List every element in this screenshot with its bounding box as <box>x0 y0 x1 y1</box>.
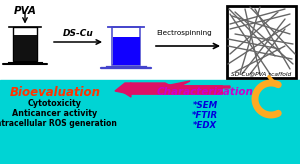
Text: Cytotoxicity: Cytotoxicity <box>28 100 82 109</box>
Bar <box>112 37 140 64</box>
Text: DS-Cu: DS-Cu <box>63 29 93 38</box>
FancyArrowPatch shape <box>120 83 222 97</box>
Polygon shape <box>115 81 230 93</box>
Text: PVA: PVA <box>14 6 36 16</box>
Bar <box>13 27 37 61</box>
Text: Characterization: Characterization <box>157 87 254 97</box>
Text: Anticancer activity: Anticancer activity <box>12 110 98 119</box>
Bar <box>227 6 296 78</box>
Text: *SEM: *SEM <box>192 101 218 110</box>
Bar <box>14 35 37 61</box>
Text: Electrospinning: Electrospinning <box>156 30 212 36</box>
Text: *EDX: *EDX <box>193 121 217 130</box>
Text: *FTIR: *FTIR <box>192 111 218 120</box>
Text: SD-Cu@PVA scaffold: SD-Cu@PVA scaffold <box>231 71 292 76</box>
Bar <box>0 80 300 164</box>
Text: Bioevaluation: Bioevaluation <box>10 85 101 99</box>
Text: Intracellular ROS generation: Intracellular ROS generation <box>0 120 117 129</box>
Bar <box>112 27 140 65</box>
Bar <box>0 0 300 80</box>
